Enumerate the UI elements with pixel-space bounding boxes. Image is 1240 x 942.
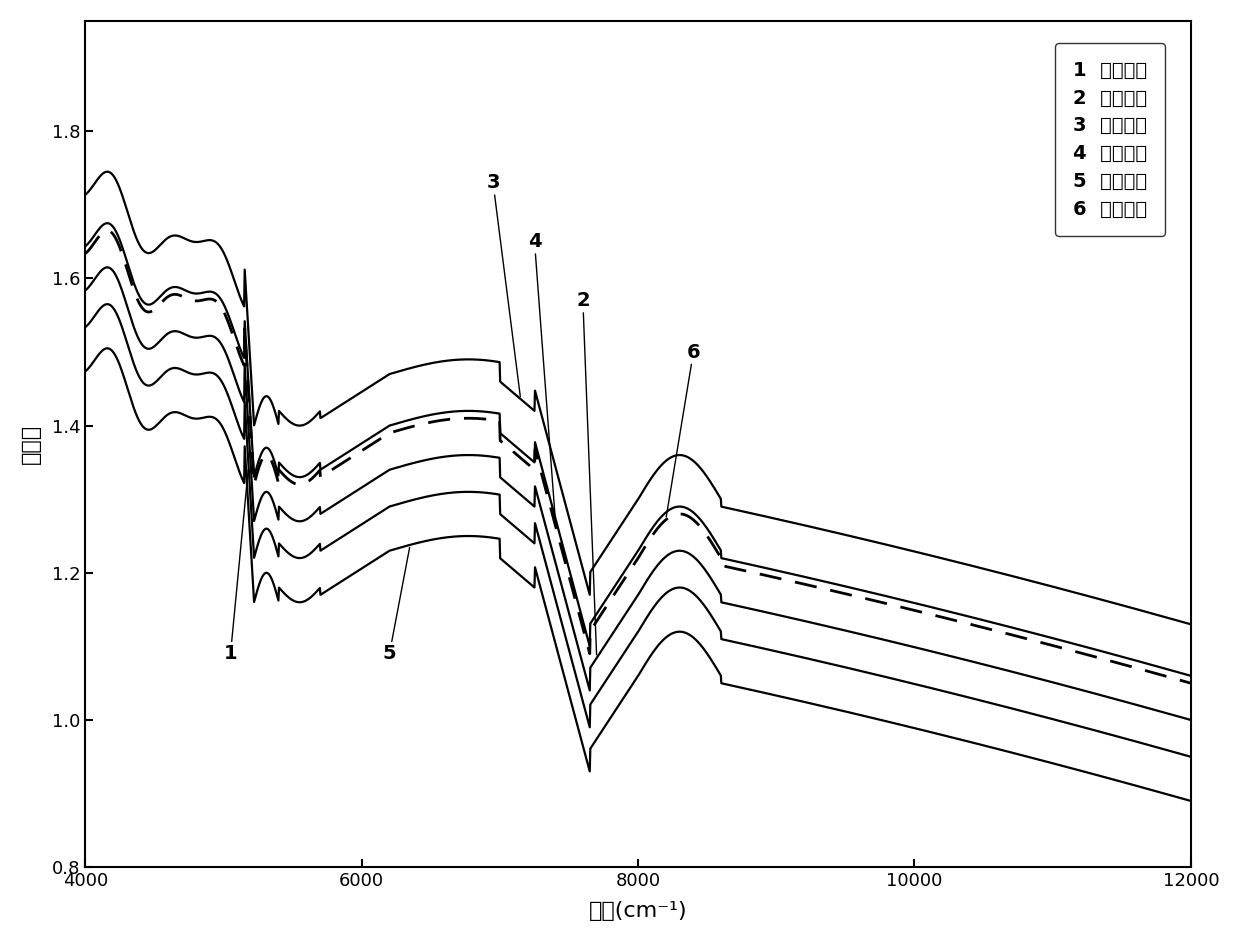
Text: 6: 6	[666, 343, 701, 517]
X-axis label: 波数(cm⁻¹): 波数(cm⁻¹)	[589, 901, 687, 921]
Text: 3: 3	[486, 173, 521, 397]
Legend: 1  病斟小麦, 2  虫蚀小麦, 3  发芽小麦, 4  破损小麦, 5  生霉小麦, 6  正常小麦: 1 病斟小麦, 2 虫蚀小麦, 3 发芽小麦, 4 破损小麦, 5 生霉小麦, …	[1055, 43, 1164, 236]
Text: 1: 1	[223, 470, 248, 663]
Text: 4: 4	[528, 232, 556, 515]
Y-axis label: 吸光度: 吸光度	[21, 424, 41, 464]
Text: 5: 5	[383, 547, 409, 663]
Text: 2: 2	[577, 291, 596, 655]
